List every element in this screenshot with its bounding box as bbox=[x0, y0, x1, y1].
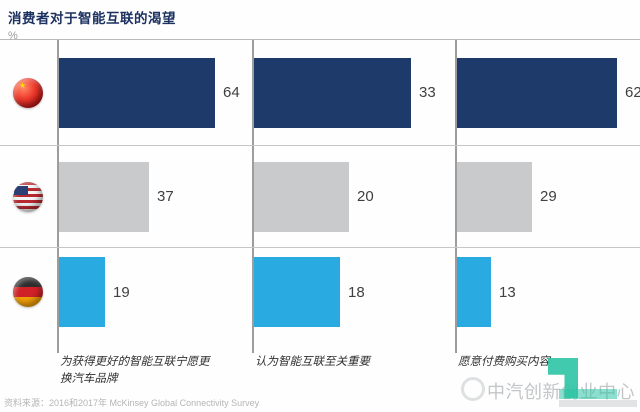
cell-china-importance: 33 bbox=[252, 40, 455, 145]
label-spacer bbox=[0, 353, 57, 387]
axis-tick-col3 bbox=[455, 336, 640, 353]
cell-germany-importance: 18 bbox=[252, 248, 455, 336]
category-label-brand-switch: 为获得更好的智能互联宁愿更换汽车品牌 bbox=[60, 356, 210, 385]
row-germany-legend bbox=[0, 248, 57, 336]
tick-spacer bbox=[0, 336, 57, 353]
bar-germany-brand-switch bbox=[59, 257, 105, 327]
germany-flag-icon bbox=[13, 277, 43, 307]
bar-china-pay-content bbox=[457, 57, 617, 128]
cell-china-pay-content: 62 bbox=[455, 40, 640, 145]
cell-germany-brand-switch: 19 bbox=[57, 248, 252, 336]
bar-china-importance bbox=[254, 57, 411, 128]
bar-germany-importance bbox=[254, 257, 340, 327]
row-germany: 19 18 13 bbox=[0, 248, 640, 336]
bar-germany-pay-content bbox=[457, 257, 491, 327]
category-label-pay-content: 愿意付费购买内容 bbox=[458, 356, 550, 368]
row-usa: 37 20 29 bbox=[0, 146, 640, 248]
axis-ticks bbox=[0, 336, 640, 353]
category-label-importance: 认为智能互联至关重要 bbox=[255, 356, 370, 368]
bar-usa-importance bbox=[254, 161, 349, 232]
china-flag-icon bbox=[13, 77, 43, 108]
page-title: 消费者对于智能互联的渴望 bbox=[8, 11, 176, 26]
value-label: 13 bbox=[499, 283, 516, 301]
value-label: 37 bbox=[157, 188, 174, 205]
row-china-legend bbox=[0, 40, 57, 145]
row-usa-legend bbox=[0, 146, 57, 247]
value-label: 20 bbox=[357, 188, 374, 205]
cell-usa-brand-switch: 37 bbox=[57, 146, 252, 247]
value-label: 62 bbox=[625, 84, 640, 101]
cell-usa-pay-content: 29 bbox=[455, 146, 640, 247]
bar-usa-brand-switch bbox=[59, 161, 149, 232]
watermark-gray-strip bbox=[559, 400, 637, 407]
unit-label: % bbox=[8, 30, 18, 42]
chart-header: 消费者对于智能互联的渴望 % bbox=[0, 0, 640, 42]
cell-usa-importance: 20 bbox=[252, 146, 455, 247]
value-label: 29 bbox=[540, 188, 557, 205]
source-note: 资料来源：2016和2017年 McKinsey Global Connecti… bbox=[4, 398, 260, 408]
value-label: 33 bbox=[419, 84, 436, 101]
bar-usa-pay-content bbox=[457, 161, 532, 232]
value-label: 64 bbox=[223, 84, 240, 101]
row-china: 64 33 62 bbox=[0, 40, 640, 146]
watermark: 中汽创新创业中心 bbox=[455, 356, 640, 412]
watermark-ring-icon bbox=[461, 377, 485, 401]
value-label: 19 bbox=[113, 283, 130, 301]
cell-china-brand-switch: 64 bbox=[57, 40, 252, 145]
watermark-teal-strip bbox=[559, 389, 617, 399]
axis-tick-col2 bbox=[252, 336, 455, 353]
axis-tick-col1 bbox=[57, 336, 252, 353]
bar-china-brand-switch bbox=[59, 57, 215, 128]
category-labels: 为获得更好的智能互联宁愿更换汽车品牌 认为智能互联至关重要 愿意付费购买内容 bbox=[0, 353, 640, 387]
cell-germany-pay-content: 13 bbox=[455, 248, 640, 336]
usa-flag-icon bbox=[13, 181, 43, 212]
value-label: 18 bbox=[348, 283, 365, 301]
